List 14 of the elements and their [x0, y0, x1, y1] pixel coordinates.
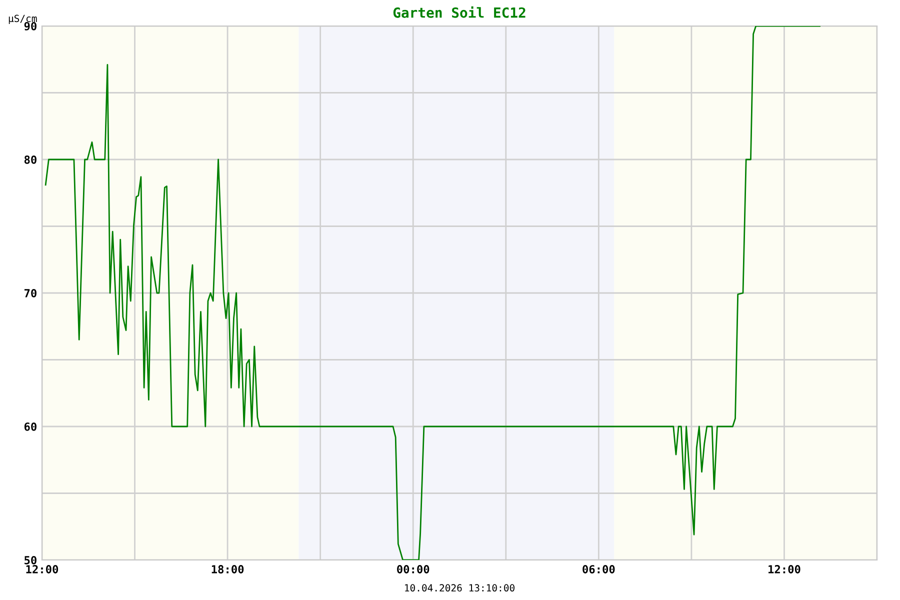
y-tick-label: 50	[24, 556, 36, 564]
x-tick-label: 06:00	[582, 565, 615, 574]
y-axis-title: µS/cm	[8, 14, 37, 24]
line-series	[44, 26, 820, 560]
x-tick-label: 18:00	[212, 565, 244, 574]
chart-title: Garten Soil EC12	[393, 6, 526, 18]
x-tick-label: 00:00	[397, 565, 430, 574]
x-axis-title: 10.04.2026 13:10:00	[405, 584, 514, 592]
y-tick-label: 90	[24, 22, 36, 30]
x-tick-label: 12:00	[26, 565, 58, 574]
x-tick-label: 12:00	[768, 565, 800, 574]
y-tick-label: 60	[24, 422, 36, 431]
y-tick-label: 80	[24, 155, 36, 164]
y-tick-label: 70	[24, 288, 36, 298]
